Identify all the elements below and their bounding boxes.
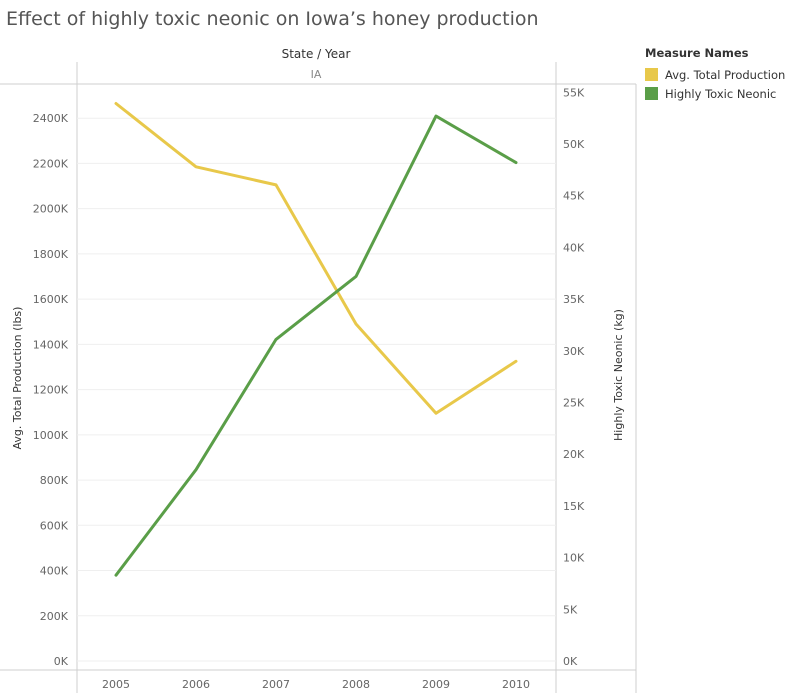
left-tick-label: 1800K <box>33 248 69 261</box>
left-tick-label: 400K <box>40 565 69 578</box>
series-line-2 <box>114 114 518 577</box>
right-axis-title: Highly Toxic Neonic (kg) <box>612 309 625 441</box>
right-tick-label: 0K <box>563 655 578 668</box>
left-tick-label: 1000K <box>33 429 69 442</box>
right-tick-label: 40K <box>563 241 585 254</box>
x-tick-label: 2007 <box>262 678 290 691</box>
x-axis-ticks: 2005 2006 2007 2008 2009 2010 <box>102 678 530 691</box>
right-tick-label: 25K <box>563 397 585 410</box>
right-tick-label: 20K <box>563 448 585 461</box>
left-tick-label: 2200K <box>33 157 69 170</box>
left-tick-label: 1200K <box>33 384 69 397</box>
left-tick-label: 1400K <box>33 338 69 351</box>
left-tick-label: 0K <box>54 655 69 668</box>
left-tick-label: 600K <box>40 519 69 532</box>
left-tick-label: 200K <box>40 610 69 623</box>
x-tick-label: 2009 <box>422 678 450 691</box>
gridlines <box>77 117 556 662</box>
pane-label: IA <box>311 68 322 81</box>
right-tick-label: 45K <box>563 190 585 203</box>
column-header: State / Year <box>282 47 351 61</box>
chart-frame <box>0 62 637 693</box>
series-lines <box>114 102 518 577</box>
legend-swatch <box>645 68 658 81</box>
right-axis-ticks: 0K 5K 10K 15K 20K 25K 30K 35K 40K 45K 50K 55K <box>563 86 585 668</box>
x-tick-label: 2010 <box>502 678 530 691</box>
legend-item[interactable]: Highly Toxic Neonic <box>645 84 785 103</box>
legend: Measure Names Avg. Total Production Highl… <box>645 46 785 103</box>
right-tick-label: 55K <box>563 86 585 99</box>
left-axis-title: Avg. Total Production (lbs) <box>11 307 24 450</box>
legend-item[interactable]: Avg. Total Production <box>645 65 785 84</box>
left-axis-ticks: 0K 200K 400K 600K 800K 1000K 1200K 1400K 1600K 18… <box>33 112 69 668</box>
legend-label: Highly Toxic Neonic <box>665 86 777 101</box>
right-tick-label: 35K <box>563 293 585 306</box>
series-line-1 <box>114 102 518 415</box>
legend-title: Measure Names <box>645 46 749 60</box>
right-tick-label: 50K <box>563 138 585 151</box>
right-tick-label: 5K <box>563 603 578 616</box>
x-tick-label: 2006 <box>182 678 210 691</box>
chart-title: Effect of highly toxic neonic on Iowa’s … <box>6 8 539 30</box>
left-tick-label: 2400K <box>33 112 69 125</box>
legend-label: Avg. Total Production <box>665 67 786 82</box>
x-tick-label: 2005 <box>102 678 130 691</box>
left-tick-label: 2000K <box>33 203 69 216</box>
left-tick-label: 1600K <box>33 293 69 306</box>
right-tick-label: 15K <box>563 500 585 513</box>
right-tick-label: 30K <box>563 345 585 358</box>
legend-swatch <box>645 87 658 100</box>
left-tick-label: 800K <box>40 474 69 487</box>
right-tick-label: 10K <box>563 552 585 565</box>
x-tick-label: 2008 <box>342 678 370 691</box>
